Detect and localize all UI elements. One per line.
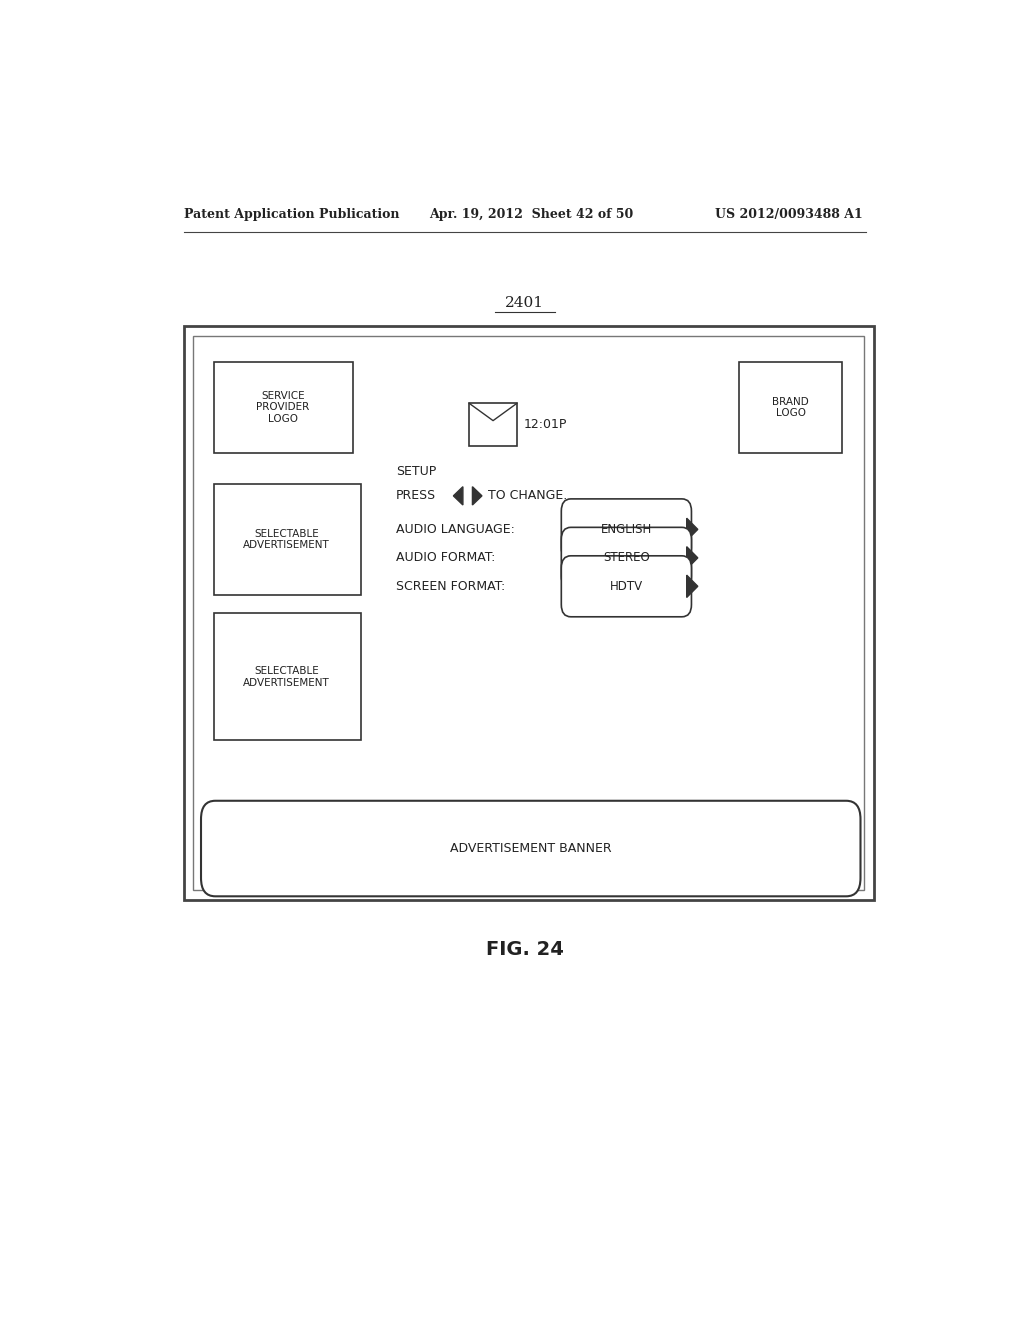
FancyBboxPatch shape: [201, 801, 860, 896]
Text: SERVICE
PROVIDER
LOGO: SERVICE PROVIDER LOGO: [256, 391, 309, 424]
Text: ENGLISH: ENGLISH: [601, 523, 652, 536]
Polygon shape: [472, 487, 482, 506]
FancyBboxPatch shape: [469, 404, 517, 446]
Text: SETUP: SETUP: [396, 465, 436, 478]
FancyBboxPatch shape: [214, 483, 360, 595]
Text: AUDIO LANGUAGE:: AUDIO LANGUAGE:: [396, 523, 515, 536]
FancyBboxPatch shape: [194, 337, 864, 890]
Text: TO CHANGE.: TO CHANGE.: [488, 490, 567, 503]
Text: Patent Application Publication: Patent Application Publication: [183, 207, 399, 220]
Text: SCREEN FORMAT:: SCREEN FORMAT:: [396, 579, 506, 593]
Text: HDTV: HDTV: [610, 579, 643, 593]
FancyBboxPatch shape: [214, 362, 352, 453]
FancyBboxPatch shape: [561, 528, 691, 589]
Text: FIG. 24: FIG. 24: [485, 940, 564, 958]
FancyBboxPatch shape: [214, 612, 360, 739]
Text: BRAND
LOGO: BRAND LOGO: [772, 396, 809, 418]
Polygon shape: [687, 519, 697, 541]
Polygon shape: [687, 546, 697, 569]
Polygon shape: [454, 487, 463, 506]
Text: SELECTABLE
ADVERTISEMENT: SELECTABLE ADVERTISEMENT: [244, 529, 330, 550]
Text: PRESS: PRESS: [396, 490, 436, 503]
FancyBboxPatch shape: [739, 362, 842, 453]
FancyBboxPatch shape: [561, 499, 691, 560]
Text: 2401: 2401: [505, 296, 545, 310]
FancyBboxPatch shape: [561, 556, 691, 616]
Text: STEREO: STEREO: [603, 552, 650, 565]
Text: ADVERTISEMENT BANNER: ADVERTISEMENT BANNER: [451, 842, 612, 855]
FancyBboxPatch shape: [183, 326, 873, 900]
Text: Apr. 19, 2012  Sheet 42 of 50: Apr. 19, 2012 Sheet 42 of 50: [430, 207, 634, 220]
Text: US 2012/0093488 A1: US 2012/0093488 A1: [715, 207, 863, 220]
Text: 12:01P: 12:01P: [523, 418, 566, 432]
Polygon shape: [687, 576, 697, 598]
Text: SELECTABLE
ADVERTISEMENT: SELECTABLE ADVERTISEMENT: [244, 667, 330, 688]
Text: AUDIO FORMAT:: AUDIO FORMAT:: [396, 552, 496, 565]
